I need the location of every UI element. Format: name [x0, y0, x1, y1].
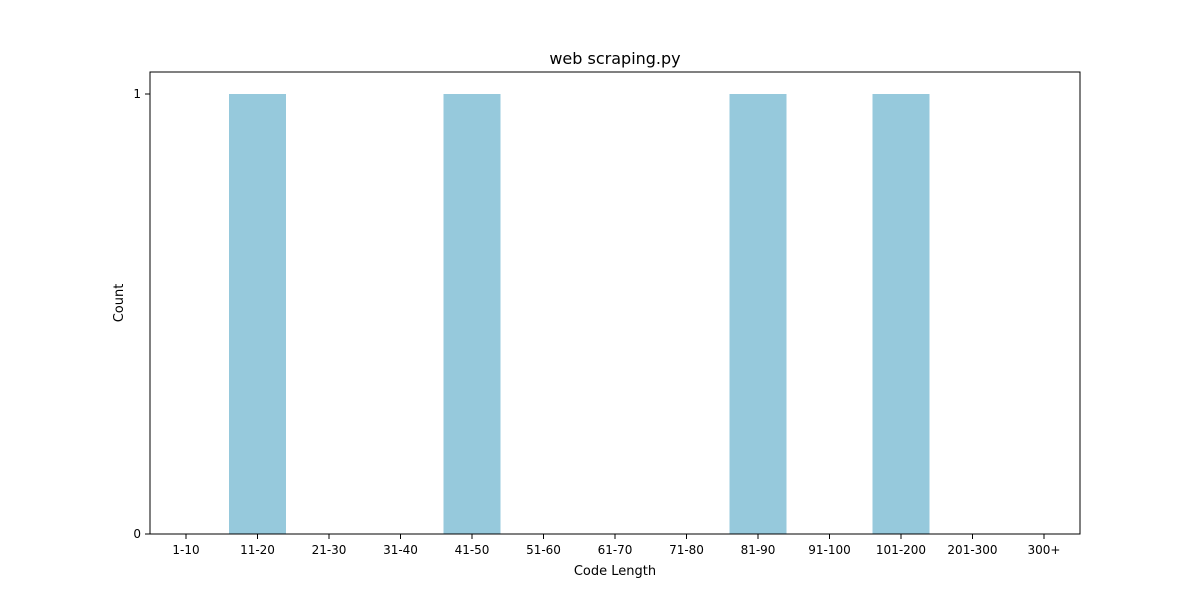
- bar-81-90: [729, 94, 787, 534]
- x-tick-label: 61-70: [598, 543, 633, 557]
- x-tick-label: 21-30: [312, 543, 347, 557]
- x-tick-label: 81-90: [741, 543, 776, 557]
- x-axis-label: Code Length: [574, 564, 656, 579]
- bar-11-20: [229, 94, 286, 534]
- y-axis-label: Count: [112, 284, 127, 323]
- x-axis: 1-10 11-20 21-30 31-40 41-50 51-60 61-70 71-80 8…: [172, 534, 1060, 557]
- x-tick-label: 41-50: [455, 543, 490, 557]
- chart-title: web scraping.py: [549, 49, 680, 68]
- x-tick-label: 51-60: [526, 543, 561, 557]
- bars-group: [229, 94, 930, 534]
- y-tick-label: 0: [133, 527, 141, 541]
- y-tick-label: 1: [133, 87, 141, 101]
- x-tick-label: 11-20: [240, 543, 275, 557]
- x-tick-label: 31-40: [383, 543, 418, 557]
- x-tick-label: 300+: [1028, 543, 1061, 557]
- x-tick-label: 101-200: [876, 543, 926, 557]
- bar-101-200: [872, 94, 930, 534]
- x-tick-label: 201-300: [947, 543, 997, 557]
- bar-41-50: [443, 94, 501, 534]
- x-tick-label: 71-80: [669, 543, 704, 557]
- x-tick-label: 1-10: [172, 543, 199, 557]
- y-axis: 01: [133, 87, 150, 541]
- plot-frame: [149, 71, 1081, 535]
- x-tick-label: 91-100: [808, 543, 851, 557]
